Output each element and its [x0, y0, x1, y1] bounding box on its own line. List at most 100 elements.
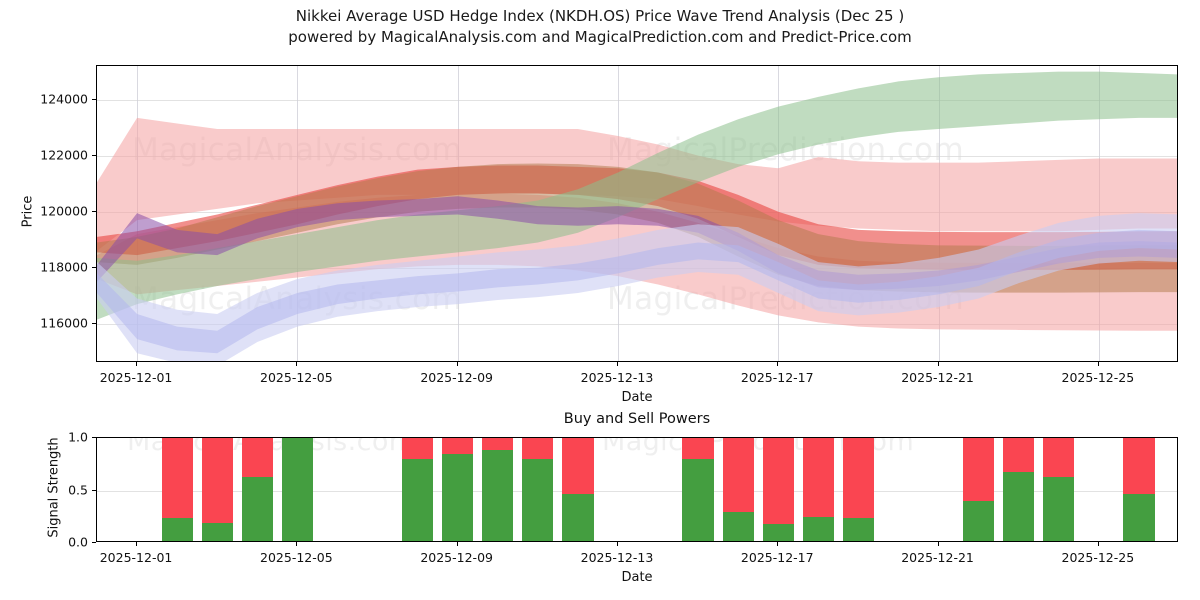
bar-segment-sell	[522, 438, 554, 460]
bar-segment-buy	[562, 493, 594, 541]
bar-segment-buy	[201, 523, 233, 541]
bar-segment-sell	[802, 438, 834, 517]
bars-xtick-label: 2025-12-01	[99, 550, 173, 565]
bar-segment-sell	[963, 438, 995, 502]
bar-segment-buy	[482, 449, 514, 541]
bar-stack	[522, 438, 554, 541]
bars-ytick-label: 0.0	[68, 534, 88, 550]
bar-stack	[401, 438, 434, 541]
price-yaxis-title: Price	[20, 195, 36, 227]
bar-segment-buy	[963, 501, 995, 541]
bar-segment-buy	[161, 517, 193, 541]
price-xtick-mark	[456, 362, 458, 366]
bar-segment-sell	[442, 438, 474, 454]
title-line-2: powered by MagicalAnalysis.com and Magic…	[288, 28, 912, 46]
bar-segment-buy	[442, 453, 474, 541]
price-xtick-mark	[1097, 362, 1099, 366]
price-xtick-mark	[616, 362, 618, 366]
bar-stack	[762, 438, 794, 541]
price-xtick-mark	[937, 362, 939, 366]
price-ytick-label: 118000	[40, 259, 88, 275]
price-xtick-mark	[777, 362, 779, 366]
bar-segment-buy	[401, 459, 434, 541]
bar-stack	[722, 438, 754, 541]
bar-segment-sell	[842, 438, 875, 518]
bars-xtick-mark	[456, 542, 458, 546]
price-xtick-label: 2025-12-17	[740, 370, 814, 385]
bar-segment-buy	[241, 476, 273, 541]
bar-stack	[442, 438, 474, 541]
bars-xtick-label: 2025-12-13	[580, 550, 654, 565]
price-ytick-mark	[92, 210, 96, 212]
bar-segment-sell	[722, 438, 754, 512]
bar-stack	[562, 438, 594, 541]
bar-segment-buy	[281, 438, 313, 541]
bars-xtick-label: 2025-12-09	[420, 550, 493, 565]
bar-segment-buy	[1043, 476, 1075, 541]
price-ytick-label: 116000	[40, 315, 88, 331]
price-ytick-label: 122000	[40, 147, 88, 163]
price-band-blue-light-outer-band	[97, 213, 1177, 361]
bars-ytick-label: 0.5	[68, 482, 88, 497]
bar-segment-buy	[842, 517, 875, 541]
bar-segment-sell	[1123, 438, 1155, 494]
price-xtick-label: 2025-12-01	[99, 370, 173, 385]
bar-segment-sell	[401, 438, 434, 460]
price-ytick-mark	[92, 322, 96, 324]
price-band-green-upper-band	[97, 71, 1177, 320]
bar-stack	[281, 438, 313, 541]
bar-segment-sell	[1043, 438, 1075, 477]
price-wave-trend-chart: MagicalAnalysis.comMagicalPrediction.com…	[96, 65, 1178, 362]
bar-segment-buy	[1003, 471, 1035, 541]
bars-xtick-label: 2025-12-21	[901, 550, 974, 565]
bar-segment-buy	[522, 459, 554, 541]
bar-segment-sell	[161, 438, 193, 518]
price-band-purple-wave-band	[97, 196, 1177, 291]
bar-stack	[1003, 438, 1035, 541]
price-xtick-mark	[136, 362, 138, 366]
bars-xtick-mark	[1097, 542, 1099, 546]
price-ytick-mark	[92, 98, 96, 100]
bars-xtick-label: 2025-12-25	[1061, 550, 1135, 565]
bar-segment-buy	[762, 524, 794, 541]
price-xaxis-title: Date	[621, 390, 653, 405]
bar-stack	[1123, 438, 1155, 541]
bar-segment-sell	[482, 438, 514, 450]
bars-xtick-mark	[616, 542, 618, 546]
bars-xtick-mark	[937, 542, 939, 546]
buy-sell-powers-chart: MagicalAnalysis.comMagicalPrediction.com	[96, 437, 1178, 542]
price-xtick-label: 2025-12-13	[580, 370, 654, 385]
price-ytick-label: 120000	[40, 203, 88, 219]
bar-stack	[241, 438, 273, 541]
price-xtick-label: 2025-12-21	[901, 370, 974, 385]
bars-ytick-mark	[92, 437, 96, 438]
gridline-horizontal	[97, 323, 1177, 325]
price-xtick-mark	[296, 362, 298, 366]
bar-stack	[802, 438, 834, 541]
bars-ytick-mark	[92, 489, 96, 491]
price-ytick-mark	[92, 266, 96, 268]
bars-xtick-mark	[296, 542, 298, 546]
bar-segment-sell	[241, 438, 273, 477]
bar-segment-buy	[1123, 493, 1155, 541]
bars-xtick-mark	[777, 542, 779, 546]
price-band-layer	[97, 71, 1177, 361]
price-band-brown-trend-band	[97, 163, 1177, 293]
bar-stack	[682, 438, 714, 541]
bar-segment-buy	[722, 511, 754, 541]
price-xtick-label: 2025-12-05	[260, 370, 333, 385]
bar-stack	[161, 438, 193, 541]
page-title: Nikkei Average USD Hedge Index (NKDH.OS)…	[0, 6, 1200, 48]
price-xtick-label: 2025-12-09	[420, 370, 493, 385]
price-ytick-label: 124000	[40, 91, 88, 107]
bars-ytick-label: 1.0	[68, 429, 88, 445]
bars-xtick-label: 2025-12-05	[260, 550, 333, 565]
bars-xtick-mark	[136, 542, 138, 546]
bars-chart-title: Buy and Sell Powers	[563, 411, 711, 427]
gridline-horizontal	[97, 99, 1177, 101]
bars-yaxis-title: Signal Strength	[46, 436, 62, 538]
bar-segment-sell	[562, 438, 594, 494]
bar-stack	[842, 438, 875, 541]
bar-stack	[201, 438, 233, 541]
